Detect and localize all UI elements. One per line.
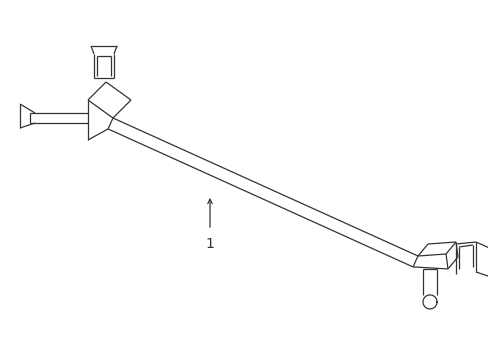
- Text: 1: 1: [205, 237, 214, 251]
